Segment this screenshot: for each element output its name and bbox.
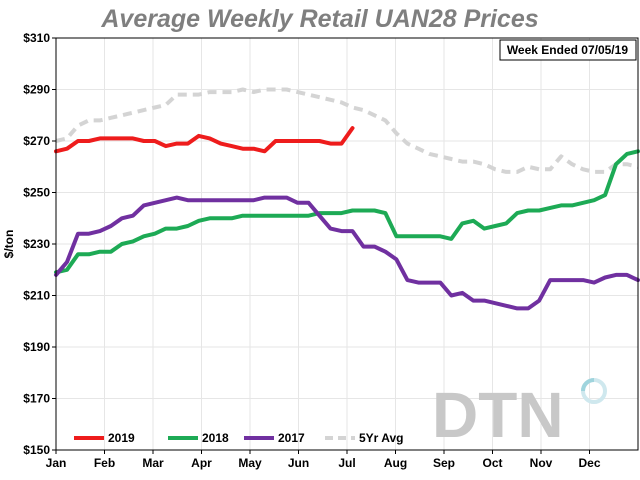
series-line-5yr-avg <box>55 87 639 174</box>
y-tick-label: $150 <box>23 443 50 457</box>
y-tick-label: $210 <box>23 289 50 303</box>
series-line-2019 <box>54 126 355 154</box>
x-axis-ticks: Jan Feb Mar Apr May Jun Jul Aug Sep Oct Nov Dec <box>46 450 601 470</box>
y-tick-label: $170 <box>23 392 50 406</box>
series-line-2017 <box>54 195 640 311</box>
x-tick-label: Mar <box>142 456 164 470</box>
x-tick-label: May <box>238 456 262 470</box>
y-tick-label: $270 <box>23 134 50 148</box>
x-tick-label: Dec <box>578 456 600 470</box>
y-axis-ticks: $150 $170 $190 $210 $230 $250 $270 $290 $310 <box>23 31 56 457</box>
x-tick-label: Feb <box>94 456 115 470</box>
y-tick-label: $290 <box>23 83 50 97</box>
y-tick-label: $250 <box>23 186 50 200</box>
week-ended-note: Week Ended 07/05/19 <box>499 39 637 61</box>
y-tick-label: $190 <box>23 340 50 354</box>
week-ended-note-box <box>499 39 637 61</box>
legend-label: 5Yr Avg <box>359 431 403 445</box>
x-tick-label: Oct <box>482 456 502 470</box>
dtn-logo-arc <box>581 378 595 392</box>
x-tick-label: Jul <box>338 456 355 470</box>
x-tick-label: Jan <box>46 456 67 470</box>
legend-label: 2018 <box>202 431 229 445</box>
dtn-logo: DTN <box>432 378 607 451</box>
x-tick-label: Aug <box>384 456 407 470</box>
legend-label: 2017 <box>278 431 305 445</box>
y-tick-label: $230 <box>23 237 50 251</box>
x-tick-label: Apr <box>191 456 212 470</box>
series-line-2018 <box>54 149 640 275</box>
legend: 2019 2018 2017 5Yr Avg <box>74 431 403 445</box>
series-layer <box>54 87 640 311</box>
dtn-logo-text: DTN <box>432 379 564 451</box>
x-tick-label: Nov <box>530 456 553 470</box>
week-ended-note-text: Week Ended 07/05/19 <box>507 43 629 57</box>
x-tick-label: Sep <box>433 456 455 470</box>
legend-label: 2019 <box>108 431 135 445</box>
y-tick-label: $310 <box>23 31 50 45</box>
x-tick-label: Jun <box>288 456 309 470</box>
chart-title: Average Weekly Retail UAN28 Prices <box>100 5 538 33</box>
y-axis-label: $/ton <box>2 230 16 259</box>
